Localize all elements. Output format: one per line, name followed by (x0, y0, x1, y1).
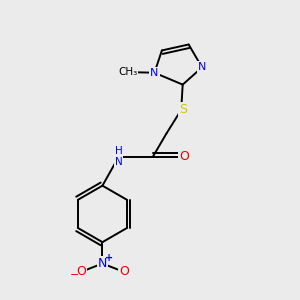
Text: O: O (179, 150, 189, 163)
Text: +: + (105, 253, 113, 263)
Text: CH₃: CH₃ (118, 67, 137, 77)
Text: O: O (76, 266, 86, 278)
Text: N: N (198, 62, 206, 72)
Text: −: − (70, 270, 79, 280)
Text: O: O (119, 266, 129, 278)
Text: N: N (98, 257, 107, 270)
Text: S: S (179, 103, 187, 116)
Text: methyl: methyl (128, 67, 133, 69)
Text: H
N: H N (115, 146, 123, 167)
Text: N: N (150, 68, 159, 78)
